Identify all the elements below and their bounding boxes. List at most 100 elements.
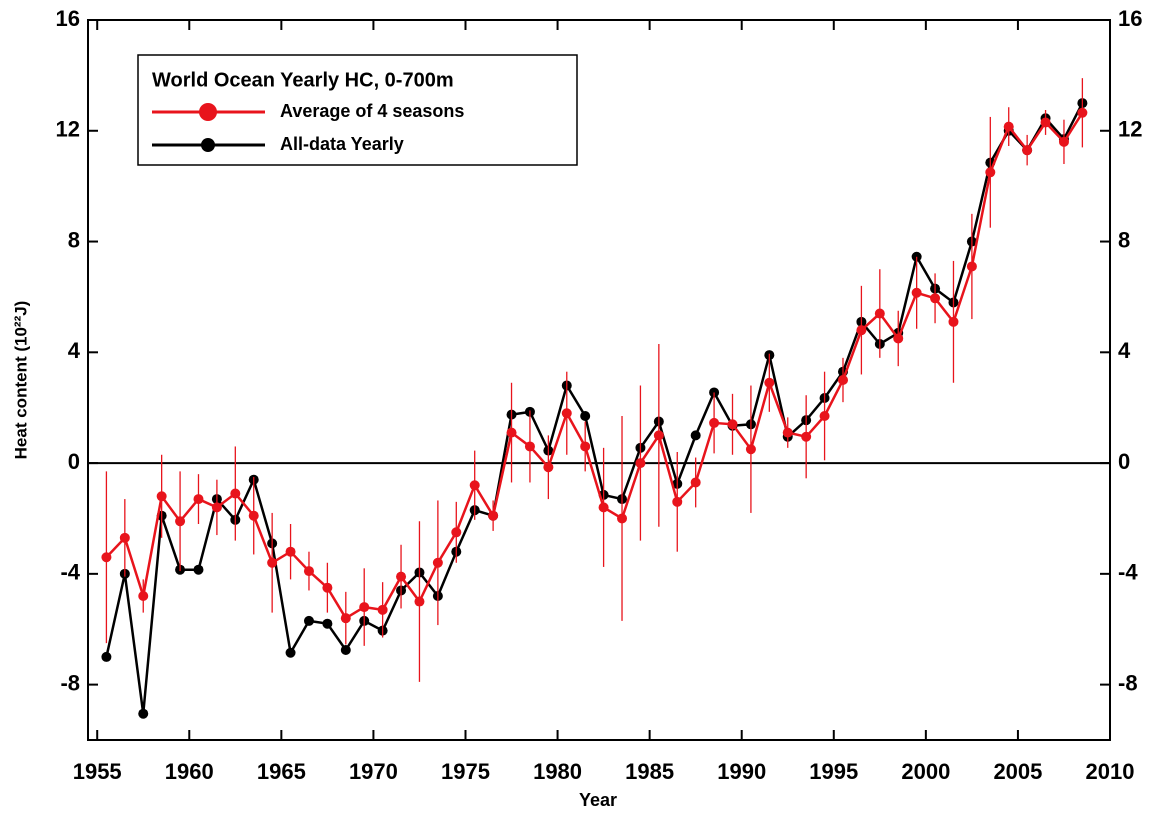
data-point [1003,121,1014,132]
data-point [377,604,388,615]
x-tick-label: 2000 [901,759,950,784]
data-point [598,502,609,513]
y2-tick-label: -8 [1118,670,1138,695]
data-point [745,444,756,455]
data-point [524,441,535,452]
legend-marker [199,103,217,121]
plot-frame [87,19,1111,741]
data-point [580,411,591,421]
y-tick-label: 0 [68,449,80,474]
data-point [175,516,186,527]
data-point [635,458,646,469]
y-axis-label: Heat content (10²²J) [11,301,30,460]
x-tick-label: 1980 [533,759,582,784]
data-point [303,615,314,626]
y-tick-label: -8 [60,670,80,695]
data-point [322,582,333,593]
data-point [617,513,628,524]
data-point [322,618,333,629]
x-tick-label: 2010 [1086,759,1135,784]
data-point [193,494,204,505]
series-line [105,102,1084,714]
x-tick-label: 1965 [257,759,306,784]
data-point [340,645,351,655]
data-point [285,647,296,658]
series-line [105,112,1084,620]
data-point [285,546,296,557]
data-point [893,333,904,344]
data-point [911,287,922,298]
x-axis-label: Year [579,790,617,810]
data-point [193,564,204,575]
y2-tick-label: 16 [1118,6,1142,31]
data-point [138,708,149,719]
legend-title: World Ocean Yearly HC, 0-700m [152,69,454,91]
data-point [303,566,314,577]
data-point [469,480,480,491]
x-tick-label: 1990 [717,759,766,784]
data-point [801,431,812,442]
data-point [414,596,425,607]
y2-tick-label: 0 [1118,449,1130,474]
y2-tick-label: 12 [1118,117,1142,142]
data-point [1022,145,1033,156]
data-point [119,532,130,543]
data-point [819,411,830,421]
data-point [359,602,370,613]
data-point [156,491,167,502]
data-point [396,571,407,582]
data-point [764,377,775,388]
y-tick-label: 4 [68,338,81,363]
data-point [101,651,112,662]
legend-label: Average of 4 seasons [280,101,464,121]
legend-marker [201,138,215,152]
y-tick-label: 16 [56,6,80,31]
data-point [432,557,443,568]
x-tick-label: 1955 [73,759,122,784]
data-point [488,510,499,521]
y2-tick-label: 8 [1118,227,1130,252]
x-tick-label: 1985 [625,759,674,784]
data-point [653,430,664,441]
data-point [267,557,278,568]
data-point [561,408,572,419]
y-tick-label: 12 [56,117,80,142]
data-point [211,502,222,513]
data-point [874,308,885,319]
legend-label: All-data Yearly [280,134,404,154]
data-point [966,261,977,272]
data-point [1077,107,1088,118]
data-point [948,316,959,327]
data-point [248,510,259,521]
data-point [101,552,112,563]
y2-tick-label: -4 [1118,560,1138,585]
data-point [1040,117,1051,128]
data-point [506,427,517,438]
data-point [782,427,793,438]
data-point [837,375,848,385]
x-tick-label: 1970 [349,759,398,784]
x-tick-label: 1960 [165,759,214,784]
data-point [340,613,351,624]
y-tick-label: 8 [68,227,80,252]
data-point [690,430,701,441]
x-tick-label: 1975 [441,759,490,784]
data-point [709,417,720,428]
x-tick-label: 2005 [993,759,1042,784]
data-point [985,167,996,178]
y-tick-label: -4 [60,560,80,585]
data-point [1058,136,1069,147]
data-point [138,591,149,601]
data-point [451,527,462,538]
x-tick-label: 1995 [809,759,858,784]
data-point [672,496,683,507]
y2-tick-label: 4 [1118,338,1131,363]
data-point [856,325,867,336]
data-point [690,477,701,488]
data-point [230,488,241,499]
data-point [580,441,591,452]
data-point [930,293,941,304]
data-point [543,462,554,473]
data-point [727,419,738,430]
